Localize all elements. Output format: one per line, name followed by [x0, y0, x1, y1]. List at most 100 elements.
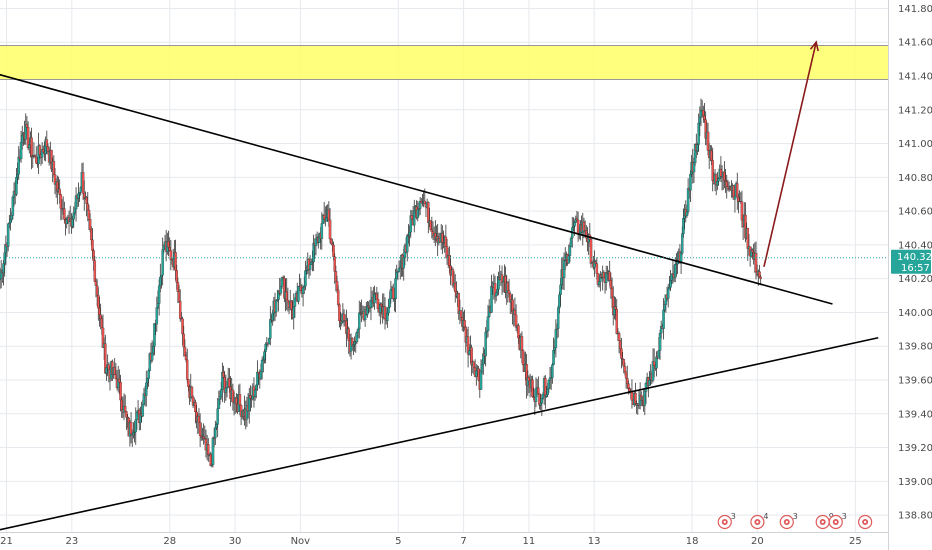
- candle-body: [159, 276, 162, 287]
- candle-body: [174, 252, 177, 271]
- candle-body: [506, 282, 510, 291]
- candle-body: [702, 110, 705, 116]
- candle-body: [42, 149, 45, 153]
- candle-body: [618, 340, 622, 349]
- candle-body: [717, 178, 720, 182]
- candle-body: [198, 422, 202, 436]
- candle-body: [92, 250, 95, 261]
- event-flag-center: [756, 520, 759, 524]
- event-flag-center: [723, 520, 726, 524]
- candle-body: [453, 282, 457, 293]
- ascending-trendline[interactable]: [0, 336, 879, 536]
- candle-body: [280, 277, 284, 287]
- price-tick-label: 139.800: [898, 342, 932, 353]
- candle-body: [301, 287, 305, 294]
- candle-body: [627, 383, 630, 389]
- economic-event-icon[interactable]: 3: [779, 512, 798, 530]
- forecast-arrow[interactable]: [763, 42, 817, 268]
- candle-body: [134, 419, 138, 433]
- candle-body: [235, 397, 238, 405]
- candle-body: [369, 300, 373, 308]
- candle-body: [698, 116, 702, 124]
- candle-body: [190, 386, 194, 398]
- candle-body: [388, 298, 391, 308]
- candle-body: [595, 263, 599, 274]
- candle-body: [501, 280, 505, 283]
- candle-body: [2, 263, 5, 274]
- candle-body: [185, 359, 189, 380]
- candle-body: [303, 285, 306, 289]
- candle-body: [658, 333, 662, 351]
- candle-body: [723, 171, 726, 181]
- candle-body: [197, 415, 201, 423]
- candle-body: [634, 392, 637, 404]
- candle-body: [52, 160, 56, 175]
- candle-body: [494, 292, 498, 297]
- descending-trendline[interactable]: [0, 68, 833, 305]
- candle-body: [91, 239, 94, 251]
- candle-body: [292, 306, 295, 319]
- event-flag-center: [821, 520, 824, 524]
- candle-body: [58, 188, 61, 195]
- candle-body: [338, 304, 341, 321]
- price-tick-label: 141.600: [898, 38, 932, 49]
- drawing-layer[interactable]: [0, 40, 879, 536]
- candle-body: [224, 387, 228, 393]
- candle-body: [119, 381, 122, 401]
- economic-event-icon[interactable]: 4: [750, 512, 769, 530]
- candle-body: [304, 270, 307, 287]
- economic-event-icon[interactable]: 3: [828, 512, 847, 530]
- candle-body: [194, 402, 197, 413]
- candle-body: [255, 384, 258, 391]
- candle-body: [141, 404, 145, 417]
- current-price-tag: [891, 249, 931, 274]
- candle-body: [267, 338, 271, 345]
- candle-body: [569, 237, 573, 247]
- economic-event-icon[interactable]: 3: [717, 512, 736, 530]
- candle-body: [620, 348, 623, 359]
- candle-body: [335, 281, 339, 291]
- candle-body: [670, 273, 673, 281]
- candle-body: [725, 181, 728, 187]
- price-axis[interactable]: 141.800 141.600 141.400 141.200 141.000 140.8…: [888, 0, 932, 550]
- time-tick-label: 21: [0, 536, 13, 547]
- candle-body: [352, 344, 355, 347]
- candle-body: [297, 286, 300, 302]
- candle-body: [93, 260, 97, 282]
- price-tick-label: 140.600: [898, 207, 932, 218]
- price-tick-label: 140.400: [898, 240, 932, 251]
- candle-body: [746, 228, 750, 249]
- candle-body: [15, 177, 18, 195]
- candle-body: [65, 219, 68, 224]
- candle-body: [279, 286, 283, 294]
- price-tick-label: 140.000: [898, 308, 932, 319]
- candle-body: [161, 249, 164, 276]
- candle-body: [146, 378, 149, 384]
- price-tick-label: 139.200: [898, 443, 932, 454]
- candle-body: [156, 303, 160, 308]
- price-tick-label: 139.600: [898, 376, 932, 387]
- candle-body: [30, 137, 33, 157]
- price-tick-label: 140.800: [898, 173, 932, 184]
- time-axis[interactable]: 21 23 28 30 Nov 5 7 11 13 18 20 25: [0, 532, 888, 550]
- candle-body: [477, 368, 480, 381]
- candle-body: [754, 253, 758, 273]
- candle-body: [475, 370, 478, 377]
- candle-body: [567, 255, 571, 264]
- candle-body: [77, 193, 80, 199]
- candle-body: [644, 383, 648, 392]
- candle-body: [457, 293, 460, 314]
- economic-event-icon[interactable]: [858, 514, 873, 530]
- candle-body: [682, 218, 685, 234]
- candle-body: [215, 424, 218, 428]
- candle-body: [97, 294, 100, 309]
- candle-body: [178, 301, 182, 319]
- candle-body: [99, 314, 102, 319]
- candle-body: [391, 287, 395, 300]
- candle-body: [643, 391, 647, 406]
- candle-body: [135, 411, 139, 420]
- candle-body: [623, 366, 627, 372]
- candle-body: [624, 371, 628, 379]
